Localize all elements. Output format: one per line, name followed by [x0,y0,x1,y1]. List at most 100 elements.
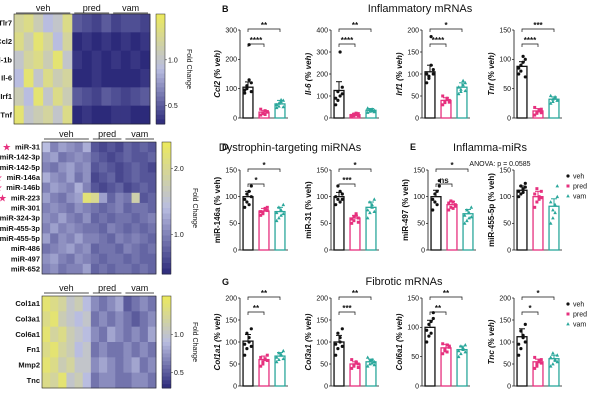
heatmap-cell [42,253,51,265]
significance-bracket [521,28,555,32]
heatmap-3: veh pred vam Col1a1 Col3a1 Col6a1 Fn1 Mmp2 Tnc 1.… [15,283,198,389]
data-point [245,84,249,88]
data-point [521,187,525,191]
heatmap-cell [42,326,51,343]
heatmap-cell [50,253,59,265]
colorbar-segment [162,296,171,301]
heatmap-cell [115,253,124,265]
heatmap-cell [131,342,141,358]
significance-bracket [435,183,453,187]
heatmap-cell [82,162,92,173]
heatmap-cell [123,172,132,184]
colorbar-segment [162,202,171,209]
heatmap-cell [14,69,25,88]
heatmap-cell [123,372,132,389]
heatmap-cell [43,14,54,33]
heatmap-cell [140,50,151,70]
colorbar-segment [162,368,171,374]
heatmap-cell [58,233,67,244]
data-point [259,355,263,359]
heatmap-cell [62,105,73,125]
y-tick-label: 0 [421,247,425,254]
heatmap-cell [111,50,122,70]
heatmap-row-label: miR-497 [11,254,40,263]
heatmap-cell [62,69,73,88]
colorbar-segment [162,299,171,305]
data-point [433,192,437,196]
legend-label: veh [573,174,584,181]
y-axis-label: Col3a1 (% veh) [304,313,313,370]
heatmap-cell [72,14,83,33]
data-point [279,213,283,217]
panel-letter-d: D [222,142,229,152]
heatmap-cell [66,202,75,214]
heatmap-cell [66,326,75,343]
heatmap-frame [13,13,151,125]
heatmap-cell [74,223,84,234]
heatmap-cell [90,162,100,173]
data-point [437,179,441,183]
heatmap-cell [90,357,100,374]
data-point [539,358,543,362]
heatmap-cell [115,202,124,214]
y-tick-label: 200 [499,295,511,302]
data-point [533,205,537,209]
heatmap-cell [147,233,157,244]
heatmap-cell [107,357,116,374]
heatmap-cell [62,32,73,52]
heatmap-cell [115,162,124,173]
heatmap-cell [43,105,54,125]
heatmap-row-label: Fn1 [27,345,40,354]
y-tick-label: 300 [225,27,237,34]
data-point [535,110,539,114]
data-point [533,192,537,196]
data-point [553,210,557,215]
colorbar-segment [162,319,171,324]
heatmap-group-label: veh [59,129,74,139]
data-point [533,105,537,109]
heatmap-cell [99,182,108,194]
heatmap-cell [140,14,151,33]
heatmap-cell [82,253,92,265]
data-point [461,78,465,82]
data-point [261,212,265,216]
heatmap-cell [82,372,92,389]
colorbar-segment [162,372,171,377]
data-point [463,350,468,354]
data-point [555,184,560,188]
data-point [555,353,560,357]
data-point [372,109,377,114]
significance-label: ** [435,304,442,313]
data-point [447,201,451,205]
star-icon: ★ [0,193,7,204]
heatmap-cell [50,213,59,224]
data-point [247,203,251,207]
heatmap-cell [130,32,141,52]
colorbar-segment [162,252,171,258]
bar-pred [532,196,544,251]
significance-label: **** [524,36,537,45]
heatmap-cell [131,202,141,214]
y-axis-label: Col1a1 (% veh) [213,313,222,370]
y-tick-label: 0 [507,247,511,254]
data-point [456,354,461,359]
data-point [433,200,437,204]
data-point [356,220,360,224]
heatmap-row-label: Tlr7 [0,19,12,28]
heatmap-cell [58,192,67,204]
heatmap-cell [42,357,51,374]
data-point [427,74,431,78]
colorbar-segment [156,101,165,107]
heatmap-cell [131,142,141,153]
heatmap-cell [99,296,108,312]
y-axis-label: miR-146a (% veh) [213,177,222,244]
heatmap-cell [52,105,63,125]
heatmap-cell [90,342,100,358]
heatmap-cell [23,69,34,88]
data-point [370,205,374,209]
significance-bracket [521,296,555,300]
colorbar-label: Fold Change [185,49,192,89]
significance-bracket [429,43,447,47]
